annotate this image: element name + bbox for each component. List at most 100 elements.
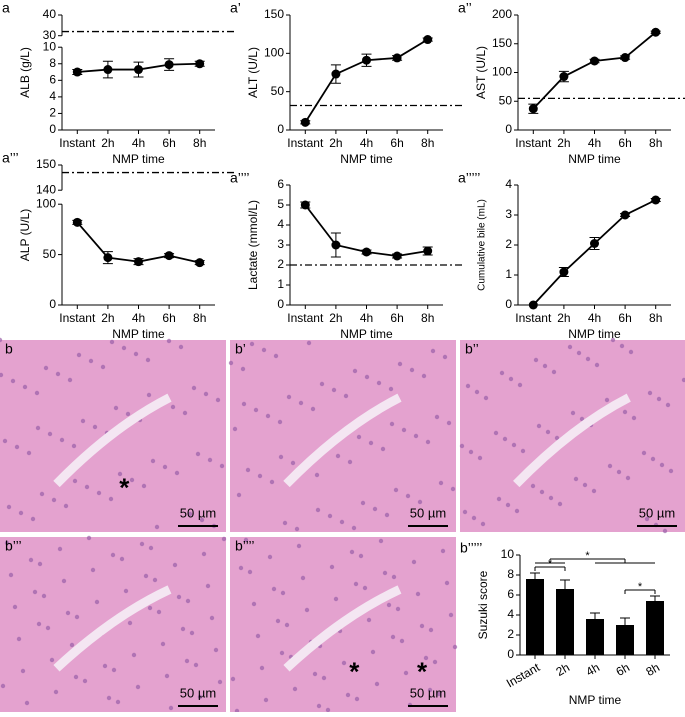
nucleus	[567, 344, 573, 350]
point	[103, 65, 113, 75]
nucleus	[156, 609, 162, 615]
y-tick-label: 150	[264, 7, 284, 21]
nucleus	[499, 370, 505, 376]
x-axis-label: NMP time	[112, 327, 165, 341]
nucleus	[22, 384, 28, 390]
x-tick-label: 6h	[162, 136, 175, 150]
nucleus	[354, 696, 360, 702]
y-tick-label: 0	[505, 297, 512, 311]
y-tick-label: 2	[505, 237, 512, 251]
y-axis-label: Lactate (mmol/L)	[246, 200, 260, 290]
nucleus	[374, 681, 380, 687]
nucleus	[405, 493, 411, 499]
nucleus	[444, 580, 450, 586]
x-tick-label: Instant	[287, 136, 324, 150]
nucleus	[96, 490, 102, 496]
nucleus	[207, 457, 213, 463]
nucleus	[35, 425, 41, 431]
nucleus	[184, 658, 190, 664]
nucleus	[193, 662, 199, 668]
nucleus	[335, 453, 341, 459]
nucleus	[530, 483, 536, 489]
x-tick-label: 6h	[390, 311, 403, 325]
x-tick-label: 8h	[193, 136, 206, 150]
nucleus	[152, 577, 158, 583]
nucleus	[195, 451, 201, 457]
y-tick-label: 10	[501, 547, 515, 561]
nucleus	[353, 581, 359, 587]
nucleus	[483, 395, 489, 401]
nucleus	[0, 337, 3, 343]
point	[331, 240, 341, 250]
significance-label: *	[585, 550, 590, 562]
nucleus	[339, 519, 345, 525]
nucleus	[164, 673, 170, 679]
nucleus	[286, 394, 292, 400]
nucleus	[349, 549, 355, 555]
nucleus	[576, 350, 582, 356]
nucleus	[265, 413, 271, 419]
y-tick-label: 100	[492, 65, 512, 79]
y-tick-label: 140	[36, 182, 56, 196]
nucleus	[582, 482, 588, 488]
point	[559, 72, 569, 82]
y-tick-label: 50	[43, 247, 57, 261]
point	[134, 65, 143, 75]
x-tick-label: 4h	[584, 660, 603, 679]
scale-bar-label: 50 µm	[410, 505, 446, 520]
nucleus	[389, 421, 395, 427]
scale-bar-label: 50 µm	[180, 685, 216, 700]
nucleus	[4, 540, 10, 546]
x-tick-label: 4h	[360, 136, 373, 150]
vessel	[283, 585, 402, 672]
y-axis-label: Cumulative bile (mL)	[477, 199, 488, 291]
point	[590, 239, 599, 248]
nucleus	[26, 450, 32, 456]
nucleus	[345, 692, 351, 698]
nucleus	[366, 617, 372, 623]
nucleus	[641, 450, 647, 456]
bar	[556, 589, 574, 655]
x-tick-label: 6h	[618, 311, 631, 325]
nucleus	[662, 528, 668, 534]
y-tick-label: 6	[49, 72, 56, 86]
nucleus	[182, 410, 188, 416]
nucleus	[421, 373, 427, 379]
nucleus	[275, 618, 281, 624]
nucleus	[43, 365, 49, 371]
nucleus	[399, 638, 405, 644]
nucleus	[314, 472, 320, 478]
nucleus	[352, 368, 358, 374]
y-tick-label: 50	[499, 93, 513, 107]
annotation: *	[119, 473, 130, 503]
x-tick-label: 2h	[554, 660, 573, 679]
nucleus	[438, 480, 444, 486]
y-axis-label: ALP (U/L)	[18, 209, 32, 261]
point	[300, 117, 310, 127]
nucleus	[393, 487, 399, 493]
x-tick-label: 6h	[618, 136, 631, 150]
nucleus	[51, 497, 57, 503]
nucleus	[24, 700, 30, 706]
nucleus	[2, 438, 8, 444]
nucleus	[160, 641, 166, 647]
nucleus	[228, 360, 234, 366]
nucleus	[123, 588, 129, 594]
nucleus	[12, 604, 18, 610]
point	[620, 210, 630, 220]
nucleus	[533, 357, 539, 363]
nucleus	[360, 500, 366, 506]
nucleus	[154, 524, 160, 530]
y-tick-label: 6	[507, 587, 514, 601]
nucleus	[269, 479, 275, 485]
nucleus	[162, 464, 168, 470]
y-tick-label: 0	[49, 297, 56, 311]
nucleus	[131, 652, 137, 658]
x-tick-label: 4h	[360, 311, 373, 325]
y-tick-label: 3	[505, 207, 512, 221]
y-tick-label: 8	[49, 56, 56, 70]
nucleus	[358, 553, 364, 559]
bar	[586, 619, 604, 655]
nucleus	[591, 488, 597, 494]
nucleus	[665, 402, 671, 408]
